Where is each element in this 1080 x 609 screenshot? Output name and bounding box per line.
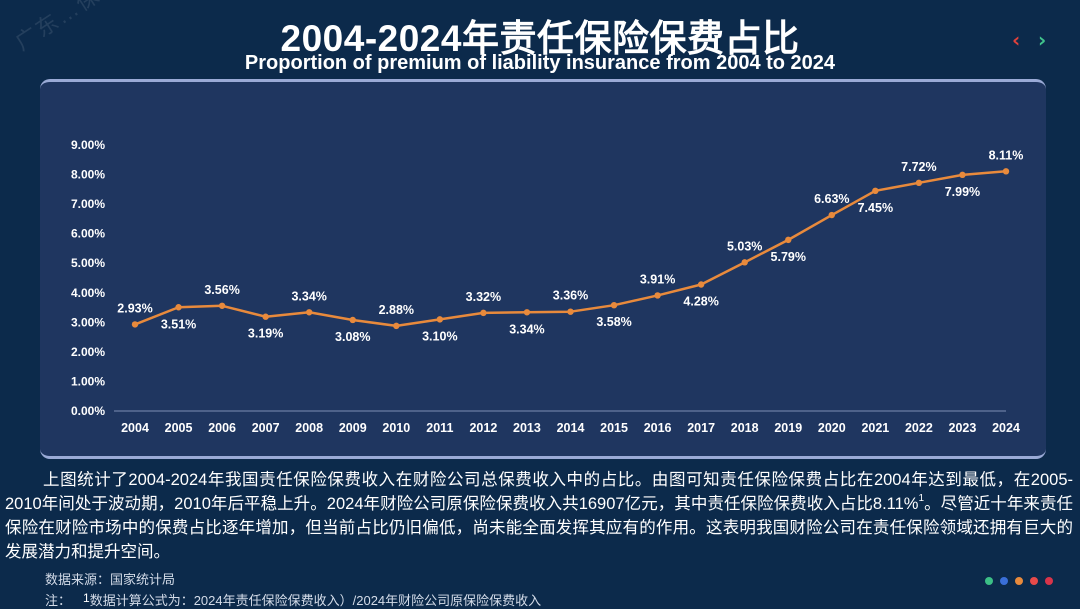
- y-tick-label: 2.00%: [71, 345, 105, 359]
- data-point: [610, 301, 618, 309]
- page-subtitle: Proportion of premium of liability insur…: [244, 52, 836, 74]
- data-point: [828, 211, 835, 219]
- description-main: 上图统计了2004-2024年我国责任保险保费收入在财险公司总保费收入中的占比。…: [5, 471, 1073, 513]
- data-point: [349, 316, 356, 324]
- x-tick-label: 2022: [905, 421, 933, 435]
- data-label: 3.32%: [466, 290, 501, 304]
- footnote-text: 数据计算公式为：2024年责任保险保费收入）/2024年财险公司原保险保费收入: [89, 593, 542, 608]
- x-tick-label: 2007: [252, 421, 280, 435]
- decorative-dot: [985, 577, 993, 585]
- data-point: [741, 259, 748, 266]
- chart-panel: 0.00% 1.00% 2.00% 3.00% 4.00% 5.00% 6.00% 7.00%…: [40, 79, 1046, 459]
- data-label: 7.45%: [858, 201, 893, 215]
- data-point: [959, 171, 966, 179]
- data-point: [175, 304, 182, 311]
- y-tick-label: 9.00%: [71, 138, 105, 152]
- data-label: 5.79%: [771, 250, 806, 264]
- description-paragraph: 上图统计了2004-2024年我国责任保险保费收入在财险公司总保费收入中的占比。…: [5, 468, 1073, 564]
- y-tick-label: 4.00%: [71, 286, 105, 300]
- x-tick-label: 2005: [165, 421, 193, 435]
- data-label: 3.56%: [204, 283, 239, 297]
- data-label: 3.19%: [248, 327, 283, 341]
- y-tick-label: 6.00%: [71, 227, 105, 241]
- x-tick-label: 2012: [469, 421, 497, 435]
- data-point: [1002, 168, 1010, 175]
- previous-page-icon[interactable]: ‹: [1012, 28, 1021, 52]
- data-label: 5.03%: [727, 239, 762, 253]
- data-point: [218, 302, 226, 309]
- data-label: 3.08%: [335, 330, 370, 344]
- data-label: 7.99%: [945, 185, 980, 199]
- y-tick-label: 0.00%: [71, 404, 105, 418]
- x-tick-label: 2004: [121, 421, 149, 435]
- next-page-icon[interactable]: ›: [1038, 28, 1047, 52]
- decorative-dots: [985, 577, 1053, 585]
- data-point: [131, 321, 139, 328]
- x-tick-label: 2009: [339, 421, 367, 435]
- data-point: [872, 187, 879, 195]
- data-label: 4.28%: [683, 295, 718, 309]
- x-tick-label: 2014: [557, 421, 585, 435]
- footnote: 注： 1数据计算公式为：2024年责任保险保费收入）/2024年财险公司原保险保费…: [45, 590, 541, 609]
- x-tick-label: 2016: [644, 421, 672, 435]
- data-label: 2.88%: [379, 303, 414, 317]
- y-tick-label: 3.00%: [71, 315, 105, 329]
- data-point: [567, 308, 574, 315]
- data-label: 8.11%: [989, 148, 1024, 162]
- footnote-ref: 1: [918, 493, 925, 504]
- decorative-dot: [1030, 577, 1038, 585]
- decorative-dot: [1000, 577, 1008, 585]
- footnote-label: 注：: [45, 593, 72, 608]
- x-tick-label: 2021: [861, 421, 889, 435]
- y-tick-label: 1.00%: [71, 374, 105, 388]
- page-title: 2004-2024年责任保险保费占比: [280, 18, 800, 59]
- x-tick-label: 2006: [208, 421, 236, 435]
- x-tick-label: 2011: [426, 421, 453, 435]
- x-tick-label: 2019: [774, 421, 802, 435]
- data-label: 3.10%: [422, 329, 457, 343]
- data-source: 数据来源：国家统计局: [45, 572, 176, 587]
- data-point: [262, 313, 269, 320]
- data-point: [436, 316, 444, 323]
- line-chart: 0.00% 1.00% 2.00% 3.00% 4.00% 5.00% 6.00% 7.00%…: [71, 138, 1024, 435]
- decorative-dot: [1015, 577, 1023, 585]
- data-point: [785, 236, 792, 244]
- y-tick-label: 7.00%: [71, 197, 105, 211]
- data-label: 2.93%: [117, 301, 152, 315]
- x-tick-label: 2013: [513, 421, 541, 435]
- data-point: [697, 281, 705, 288]
- data-label: 6.63%: [814, 192, 849, 206]
- data-label: 3.91%: [640, 272, 675, 286]
- data-point: [480, 309, 487, 317]
- x-tick-label: 2017: [687, 421, 715, 435]
- y-tick-label: 8.00%: [71, 168, 105, 182]
- x-tick-label: 2018: [731, 421, 759, 435]
- decorative-dot: [1045, 577, 1053, 585]
- data-label: 3.58%: [596, 315, 631, 329]
- x-tick-label: 2010: [382, 421, 410, 435]
- data-label: 3.36%: [553, 289, 588, 303]
- data-label: 3.34%: [509, 322, 544, 336]
- data-point: [306, 309, 313, 316]
- data-label: 3.51%: [161, 317, 196, 331]
- data-point: [523, 309, 531, 316]
- data-point: [915, 179, 923, 187]
- data-point: [654, 292, 661, 299]
- description-rest: 。尽管近十年来责任保险在财险市场中的保费占比逐年增加，但当前占比仍旧偏低，尚未能…: [5, 495, 1074, 561]
- x-tick-label: 2020: [818, 421, 846, 435]
- data-point: [393, 322, 400, 330]
- data-label: 7.72%: [901, 160, 936, 174]
- x-tick-label: 2024: [992, 421, 1020, 435]
- y-tick-label: 5.00%: [71, 256, 105, 270]
- x-tick-label: 2008: [295, 421, 323, 435]
- footnote-mark: 1: [83, 591, 90, 605]
- x-tick-label: 2015: [600, 421, 628, 435]
- data-label: 3.34%: [291, 289, 326, 303]
- x-tick-label: 2023: [949, 421, 977, 435]
